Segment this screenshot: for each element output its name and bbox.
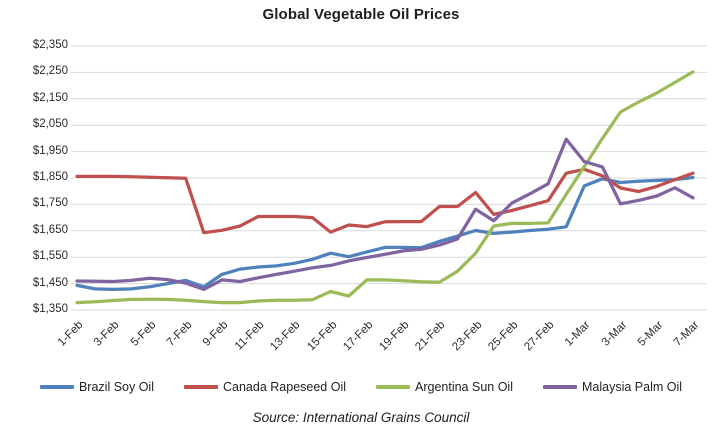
y-tick-label: $2,350 — [32, 39, 68, 51]
chart-title: Global Vegetable Oil Prices — [262, 6, 460, 23]
legend-line-swatch — [376, 385, 410, 389]
y-tick-label: $1,750 — [32, 197, 68, 210]
legend-item-brazil-soy-oil: Brazil Soy Oil — [39, 380, 154, 394]
legend-label: Argentina Sun Oil — [415, 380, 513, 394]
legend-label: Malaysia Palm Oil — [581, 380, 683, 394]
y-tick-label: $1,450 — [32, 276, 68, 289]
y-tick-label: $1,650 — [32, 223, 68, 236]
legend-label: Canada Rapeseed Oil — [223, 380, 346, 394]
series-line-malaysia-palm-oil — [75, 137, 695, 292]
legend-line-swatch — [542, 385, 577, 389]
y-tick-label: $1,950 — [32, 144, 68, 157]
legend-item-argentina-sun-oil: Argentina Sun Oil — [376, 380, 513, 394]
y-tick-label: $1,350 — [32, 303, 68, 315]
legend-item-malaysia-palm-oil: Malaysia Palm Oil — [542, 380, 683, 394]
legend-item-canada-rapeseed-oil: Canada Rapeseed Oil — [184, 380, 346, 394]
series-line-brazil-soy-oil — [75, 175, 695, 292]
y-tick-label: $2,250 — [32, 65, 68, 78]
legend-line-swatch — [39, 385, 74, 389]
y-tick-label: $1,550 — [32, 250, 68, 263]
series-line-argentina-sun-oil — [75, 70, 695, 305]
legend-line-swatch — [184, 385, 218, 389]
y-tick-label: $2,150 — [32, 91, 68, 104]
y-tick-label: $1,850 — [32, 171, 68, 183]
legend: Brazil Soy Oil Canada Rapeseed Oil Argenti… — [0, 380, 722, 394]
legend-label: Brazil Soy Oil — [78, 380, 154, 394]
source-note: Source: International Grains Council — [252, 410, 470, 425]
series-line-canada-rapeseed-oil — [75, 167, 695, 235]
y-tick-label: $2,050 — [32, 118, 68, 131]
